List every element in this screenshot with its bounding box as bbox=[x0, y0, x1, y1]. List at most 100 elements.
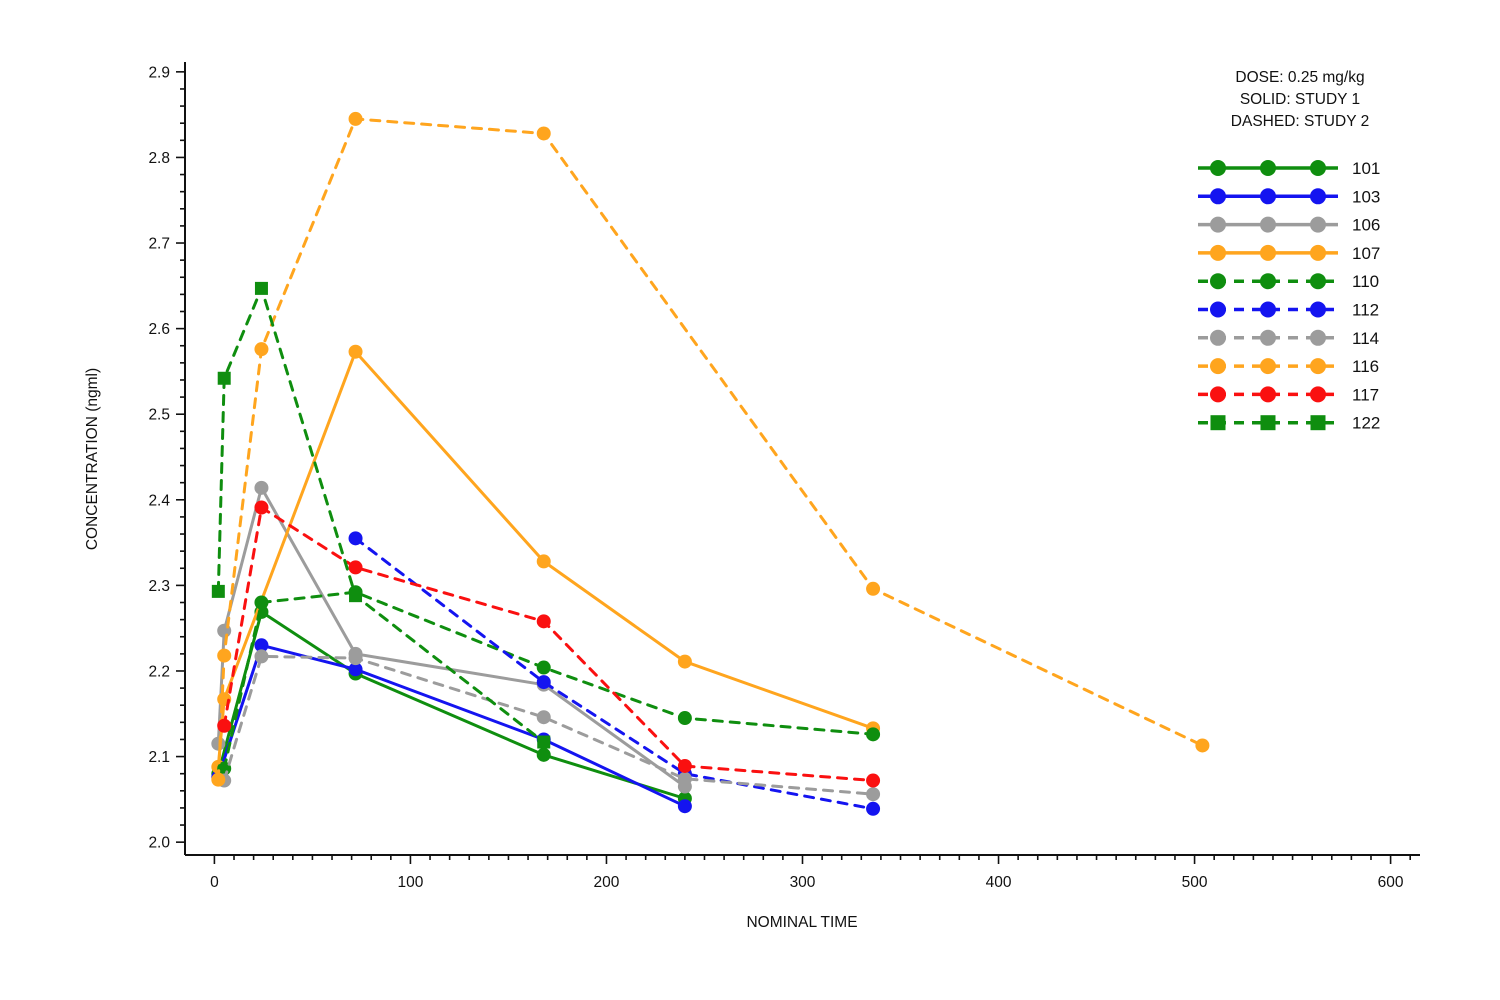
legend-marker-110 bbox=[1310, 273, 1326, 290]
legend-label-122: 122 bbox=[1352, 414, 1380, 433]
legend-marker-101 bbox=[1310, 160, 1326, 176]
legend-marker-107 bbox=[1260, 244, 1276, 261]
series-line-117 bbox=[222, 506, 875, 782]
data-point-114 bbox=[866, 787, 881, 802]
series-line-114 bbox=[222, 654, 875, 796]
data-point-122 bbox=[349, 589, 363, 603]
legend-label-106: 106 bbox=[1352, 216, 1380, 235]
legend-marker-116 bbox=[1260, 358, 1276, 375]
x-tick-label: 200 bbox=[594, 874, 620, 891]
series-line-110 bbox=[222, 590, 875, 771]
data-point-114 bbox=[536, 710, 551, 725]
data-point-110 bbox=[866, 727, 881, 742]
data-point-116 bbox=[217, 648, 232, 663]
legend-marker-122 bbox=[1310, 415, 1326, 431]
data-point-117 bbox=[866, 773, 881, 788]
legend-marker-114 bbox=[1210, 329, 1226, 346]
data-point-112 bbox=[536, 675, 551, 690]
data-point-112 bbox=[348, 531, 363, 546]
data-point-110 bbox=[254, 595, 269, 610]
series-line-122 bbox=[216, 286, 546, 744]
data-point-122 bbox=[537, 735, 551, 749]
data-point-114 bbox=[254, 649, 269, 664]
data-point-117 bbox=[254, 500, 269, 515]
data-point-117 bbox=[217, 718, 232, 733]
legend-label-114: 114 bbox=[1352, 329, 1379, 348]
legend-marker-112 bbox=[1310, 301, 1326, 318]
series-line-107 bbox=[216, 350, 875, 769]
data-point-117 bbox=[677, 758, 692, 773]
data-point-112 bbox=[866, 801, 881, 816]
legend-marker-116 bbox=[1210, 358, 1226, 375]
y-tick-label: 2.7 bbox=[148, 236, 170, 253]
legend-header-solid: SOLID: STUDY 1 bbox=[1240, 91, 1360, 108]
x-tick-label: 600 bbox=[1378, 874, 1404, 891]
legend-marker-122 bbox=[1210, 415, 1226, 431]
y-tick-label: 2.1 bbox=[148, 749, 170, 766]
legend-marker-110 bbox=[1260, 273, 1276, 290]
legend-label-117: 117 bbox=[1352, 385, 1379, 404]
data-point-106 bbox=[211, 736, 226, 751]
legend-marker-122 bbox=[1260, 415, 1276, 431]
legend-header-dashed: DASHED: STUDY 2 bbox=[1231, 113, 1369, 130]
legend-marker-107 bbox=[1310, 244, 1326, 261]
data-point-107 bbox=[536, 554, 551, 569]
legend-label-101: 101 bbox=[1352, 159, 1380, 178]
legend-label-112: 112 bbox=[1352, 301, 1379, 320]
legend-marker-106 bbox=[1310, 216, 1326, 233]
y-tick-label: 2.4 bbox=[148, 492, 170, 509]
legend-label-107: 107 bbox=[1352, 244, 1380, 263]
legend-label-116: 116 bbox=[1352, 357, 1379, 376]
x-tick-label: 500 bbox=[1182, 874, 1208, 891]
data-point-122 bbox=[211, 584, 225, 598]
data-point-114 bbox=[348, 651, 363, 666]
legend-marker-101 bbox=[1210, 160, 1226, 176]
y-tick-label: 2.5 bbox=[148, 407, 170, 424]
legend-marker-117 bbox=[1260, 386, 1276, 403]
x-tick-label: 0 bbox=[210, 874, 219, 891]
data-point-110 bbox=[677, 711, 692, 726]
y-tick-label: 2.2 bbox=[148, 663, 170, 680]
data-point-110 bbox=[536, 660, 551, 675]
data-point-114 bbox=[677, 771, 692, 786]
data-point-103 bbox=[348, 662, 363, 677]
legend-marker-110 bbox=[1210, 273, 1226, 290]
legend-header-dose: DOSE: 0.25 mg/kg bbox=[1235, 69, 1364, 86]
data-point-117 bbox=[348, 560, 363, 575]
data-point-116 bbox=[211, 772, 226, 787]
data-point-116 bbox=[254, 342, 269, 357]
data-point-103 bbox=[677, 799, 692, 814]
y-axis-title: CONCENTRATION (ngml) bbox=[84, 368, 101, 550]
data-point-101 bbox=[536, 747, 551, 762]
legend-marker-106 bbox=[1210, 216, 1226, 233]
x-tick-label: 100 bbox=[397, 874, 423, 891]
series-line-116 bbox=[216, 117, 1204, 782]
legend-marker-103 bbox=[1260, 188, 1276, 205]
data-point-116 bbox=[536, 126, 551, 141]
legend-marker-103 bbox=[1210, 188, 1226, 205]
legend-marker-112 bbox=[1260, 301, 1276, 318]
data-point-122 bbox=[254, 281, 268, 295]
y-tick-label: 2.9 bbox=[148, 64, 170, 81]
x-tick-label: 300 bbox=[790, 874, 816, 891]
y-tick-label: 2.8 bbox=[148, 150, 170, 167]
data-point-117 bbox=[536, 614, 551, 629]
legend-marker-117 bbox=[1310, 386, 1326, 403]
series-line-112 bbox=[354, 536, 875, 811]
legend-marker-114 bbox=[1260, 329, 1276, 346]
data-point-107 bbox=[348, 344, 363, 359]
legend-marker-106 bbox=[1260, 216, 1276, 233]
x-axis-title: NOMINAL TIME bbox=[746, 914, 857, 931]
legend-label-103: 103 bbox=[1352, 187, 1380, 206]
data-point-122 bbox=[217, 371, 231, 385]
legend-marker-112 bbox=[1210, 301, 1226, 318]
legend-label-110: 110 bbox=[1352, 272, 1379, 291]
data-point-107 bbox=[677, 654, 692, 669]
y-tick-label: 2.3 bbox=[148, 578, 170, 595]
y-tick-label: 2.6 bbox=[148, 321, 170, 338]
legend-marker-101 bbox=[1260, 160, 1276, 176]
legend-marker-117 bbox=[1210, 386, 1226, 403]
data-point-106 bbox=[254, 480, 269, 495]
